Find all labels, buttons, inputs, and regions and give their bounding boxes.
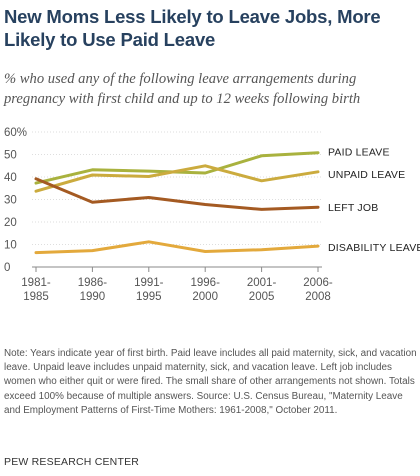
y-axis-ticks: 60% 50 40 30 20 10 0: [4, 127, 27, 274]
chart-note: Note: Years indicate year of first birth…: [4, 348, 417, 416]
y-tick-label: 10: [4, 240, 17, 252]
series-lines: [34, 151, 320, 255]
line-chart: 60% 50 40 30 20 10 0 1981-1985 1986-1990 1991-19…: [4, 127, 420, 303]
series-labels: PAID LEAVE UNPAID LEAVE LEFT JOB DISABILITY…: [328, 147, 420, 254]
x-tick-label: 1981-1985: [21, 277, 51, 303]
chart-subtitle: % who used any of the following leave ar…: [4, 71, 361, 107]
x-tick-label: 1991-1995: [134, 277, 164, 303]
y-tick-label: 20: [4, 217, 17, 229]
series-line: [34, 240, 320, 255]
x-tick-label: 2006-2008: [303, 277, 333, 303]
y-tick-label: 30: [4, 195, 17, 207]
x-tick-label: 1986-1990: [78, 277, 108, 303]
y-tick-label: 60%: [4, 127, 27, 139]
y-tick-label: 50: [4, 150, 17, 162]
series-line: [34, 164, 320, 193]
series-line: [34, 177, 320, 211]
x-tick-label: 1996-2000: [190, 277, 220, 303]
chart-title: New Moms Less Likely to Leave Jobs, More…: [4, 6, 381, 50]
series-label: DISABILITY LEAVE: [328, 242, 420, 254]
series-label: UNPAID LEAVE: [328, 169, 405, 181]
x-tick-label: 2001-2005: [247, 277, 277, 303]
y-tick-label: 0: [4, 262, 10, 274]
source-org: PEW RESEARCH CENTER: [4, 456, 140, 468]
series-label: PAID LEAVE: [328, 147, 390, 159]
series-label: LEFT JOB: [328, 202, 378, 214]
x-axis-ticks: 1981-1985 1986-1990 1991-1995 1996-2000 2001…: [21, 267, 333, 303]
y-tick-label: 40: [4, 172, 17, 184]
